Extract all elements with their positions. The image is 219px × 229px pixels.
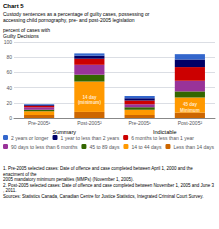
svg-text:accessing child pornography, p: accessing child pornography, pre- and po…: [3, 17, 135, 23]
svg-text:2005 mandatory minimum penalti: 2005 mandatory minimum penalties (MMPs) …: [3, 177, 134, 182]
svg-text:14 to 44 days: 14 to 44 days: [131, 144, 162, 150]
svg-text:(minimum): (minimum): [78, 100, 102, 105]
svg-text:40: 40: [6, 85, 12, 91]
svg-text:Post-2005²: Post-2005²: [178, 120, 203, 126]
svg-text:Guilty Decisions: Guilty Decisions: [3, 33, 39, 39]
svg-text:45 day: 45 day: [183, 102, 198, 107]
svg-text:60: 60: [6, 69, 12, 75]
svg-text:Indictable: Indictable: [153, 129, 177, 135]
svg-text:0: 0: [9, 115, 12, 121]
svg-text:, 2011.: , 2011.: [3, 188, 16, 193]
svg-text:100: 100: [4, 39, 13, 45]
svg-text:Post-2005²: Post-2005²: [77, 120, 102, 126]
svg-text:2. Post-2005 selected cases: D: 2. Post-2005 selected cases: Date of off…: [3, 183, 215, 188]
svg-text:Minimum: Minimum: [180, 108, 200, 113]
svg-text:Chart 5: Chart 5: [3, 3, 24, 9]
svg-text:Pre-2005¹: Pre-2005¹: [129, 120, 152, 126]
svg-text:80: 80: [6, 54, 12, 60]
svg-text:1. Pre-2005 selected cases: Da: 1. Pre-2005 selected cases: Date of offe…: [3, 166, 194, 171]
svg-text:1 year to less than 2 years: 1 year to less than 2 years: [61, 135, 120, 141]
svg-text:Summary: Summary: [52, 129, 76, 135]
svg-text:6 months to less than 1 year: 6 months to less than 1 year: [131, 135, 194, 141]
svg-text:45 to 89 days: 45 to 89 days: [89, 144, 120, 150]
svg-text:2 years or longer: 2 years or longer: [11, 135, 49, 141]
svg-text:Custody sentences as a percent: Custody sentences as a percentage of gui…: [3, 11, 150, 17]
svg-text:Less than 14 days: Less than 14 days: [173, 144, 214, 150]
svg-text:Pre-2005¹: Pre-2005¹: [28, 120, 51, 126]
svg-text:14 day: 14 day: [82, 95, 97, 100]
svg-text:90 days to less than 6 months: 90 days to less than 6 months: [11, 144, 78, 150]
svg-text:Sources: Statistics Canada, Ca: Sources: Statistics Canada, Canadian Cen…: [3, 194, 204, 199]
svg-text:enactment of the: enactment of the: [3, 172, 37, 177]
svg-text:20: 20: [6, 100, 12, 106]
svg-text:percent of cases with: percent of cases with: [3, 27, 50, 33]
